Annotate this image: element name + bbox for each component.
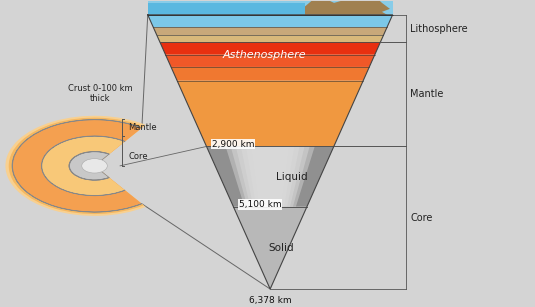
- Polygon shape: [177, 81, 363, 146]
- Polygon shape: [246, 146, 294, 207]
- Wedge shape: [9, 118, 144, 214]
- Text: 6,378 km: 6,378 km: [249, 296, 292, 305]
- Polygon shape: [148, 15, 393, 27]
- Polygon shape: [171, 67, 369, 81]
- Polygon shape: [153, 27, 387, 35]
- Polygon shape: [226, 146, 315, 207]
- Text: Solid: Solid: [268, 243, 294, 253]
- Text: Core: Core: [128, 152, 148, 161]
- Text: Mantle: Mantle: [410, 89, 444, 99]
- Text: Lithosphere: Lithosphere: [410, 24, 468, 33]
- Polygon shape: [165, 55, 375, 67]
- Circle shape: [82, 159, 108, 173]
- Text: 2,900 km: 2,900 km: [212, 140, 254, 149]
- Text: Liquid: Liquid: [276, 172, 307, 182]
- Polygon shape: [148, 0, 393, 15]
- Wedge shape: [41, 136, 125, 196]
- Polygon shape: [207, 146, 334, 207]
- Text: Mantle: Mantle: [128, 123, 157, 132]
- Polygon shape: [157, 35, 384, 42]
- Wedge shape: [69, 151, 109, 180]
- Polygon shape: [236, 146, 304, 207]
- Polygon shape: [231, 146, 310, 207]
- Text: Core: Core: [410, 213, 432, 223]
- Polygon shape: [251, 146, 289, 207]
- Polygon shape: [233, 207, 307, 289]
- Polygon shape: [281, 0, 390, 15]
- Text: Asthenosphere: Asthenosphere: [223, 50, 307, 60]
- Polygon shape: [160, 42, 380, 55]
- Polygon shape: [148, 3, 305, 15]
- Text: 5,100 km: 5,100 km: [239, 200, 281, 209]
- Wedge shape: [12, 119, 142, 212]
- Text: Crust 0-100 km
thick: Crust 0-100 km thick: [67, 84, 132, 103]
- Wedge shape: [5, 116, 146, 216]
- Polygon shape: [241, 146, 300, 207]
